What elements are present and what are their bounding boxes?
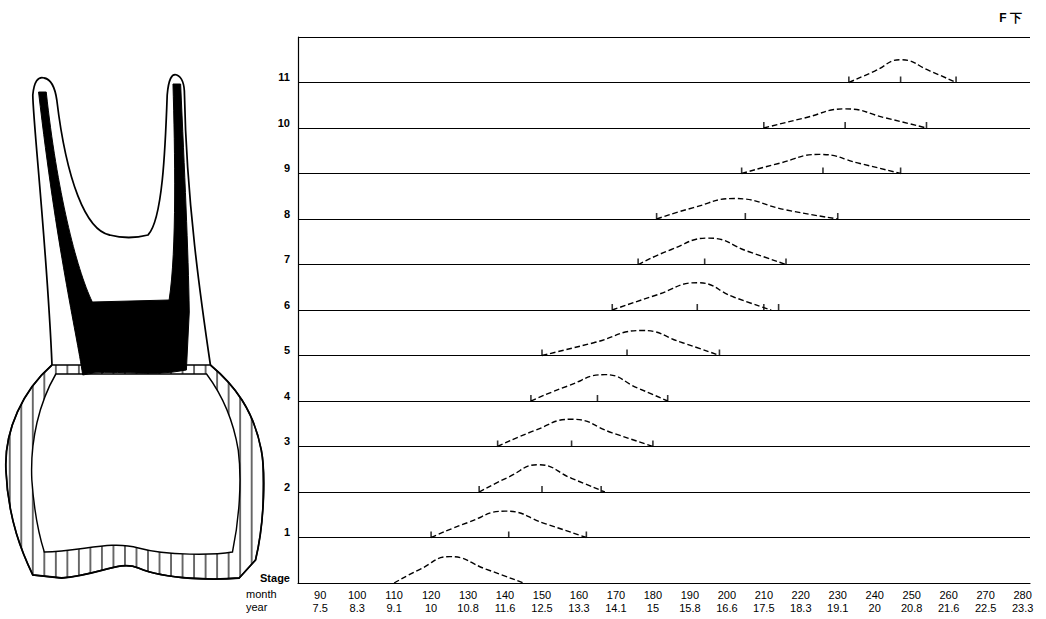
svg-text:150: 150 — [533, 589, 551, 601]
svg-text:F 下: F 下 — [999, 11, 1022, 25]
svg-text:15: 15 — [647, 602, 659, 614]
svg-text:170: 170 — [607, 589, 625, 601]
svg-text:240: 240 — [866, 589, 884, 601]
svg-text:13.3: 13.3 — [568, 602, 589, 614]
svg-text:9: 9 — [284, 162, 290, 174]
svg-text:280: 280 — [1013, 589, 1031, 601]
svg-text:19.1: 19.1 — [827, 602, 848, 614]
svg-text:18.3: 18.3 — [790, 602, 811, 614]
svg-text:10: 10 — [278, 117, 290, 129]
svg-text:200: 200 — [718, 589, 736, 601]
svg-text:16.6: 16.6 — [716, 602, 737, 614]
svg-text:20.8: 20.8 — [901, 602, 922, 614]
svg-text:8: 8 — [284, 208, 290, 220]
svg-text:20: 20 — [869, 602, 881, 614]
svg-text:4: 4 — [284, 390, 291, 402]
svg-text:11: 11 — [278, 71, 290, 83]
svg-text:11.6: 11.6 — [495, 602, 516, 614]
svg-text:7.5: 7.5 — [313, 602, 328, 614]
svg-text:year: year — [246, 601, 268, 613]
svg-text:260: 260 — [939, 589, 957, 601]
svg-text:22.5: 22.5 — [975, 602, 996, 614]
svg-text:270: 270 — [976, 589, 994, 601]
svg-text:250: 250 — [903, 589, 921, 601]
svg-text:12.5: 12.5 — [531, 602, 552, 614]
svg-text:120: 120 — [422, 589, 440, 601]
svg-text:190: 190 — [681, 589, 699, 601]
svg-text:month: month — [246, 588, 277, 600]
svg-text:220: 220 — [792, 589, 810, 601]
svg-text:130: 130 — [459, 589, 477, 601]
svg-text:21.6: 21.6 — [938, 602, 959, 614]
svg-text:210: 210 — [755, 589, 773, 601]
svg-text:140: 140 — [496, 589, 514, 601]
svg-text:5: 5 — [284, 344, 290, 356]
svg-text:9.1: 9.1 — [386, 602, 401, 614]
svg-text:6: 6 — [284, 299, 290, 311]
svg-text:90: 90 — [314, 589, 326, 601]
svg-text:7: 7 — [284, 253, 290, 265]
svg-text:100: 100 — [348, 589, 366, 601]
svg-text:10: 10 — [425, 602, 437, 614]
svg-text:1: 1 — [284, 526, 290, 538]
svg-text:15.8: 15.8 — [679, 602, 700, 614]
svg-text:180: 180 — [644, 589, 662, 601]
svg-text:10.8: 10.8 — [457, 602, 478, 614]
svg-text:3: 3 — [284, 435, 290, 447]
svg-text:17.5: 17.5 — [753, 602, 774, 614]
svg-text:160: 160 — [570, 589, 588, 601]
svg-text:2: 2 — [284, 481, 290, 493]
svg-text:Stage: Stage — [260, 572, 290, 584]
svg-text:230: 230 — [829, 589, 847, 601]
svg-text:14.1: 14.1 — [605, 602, 626, 614]
svg-text:110: 110 — [385, 589, 403, 601]
svg-text:23.3: 23.3 — [1012, 602, 1033, 614]
svg-text:8.3: 8.3 — [350, 602, 365, 614]
